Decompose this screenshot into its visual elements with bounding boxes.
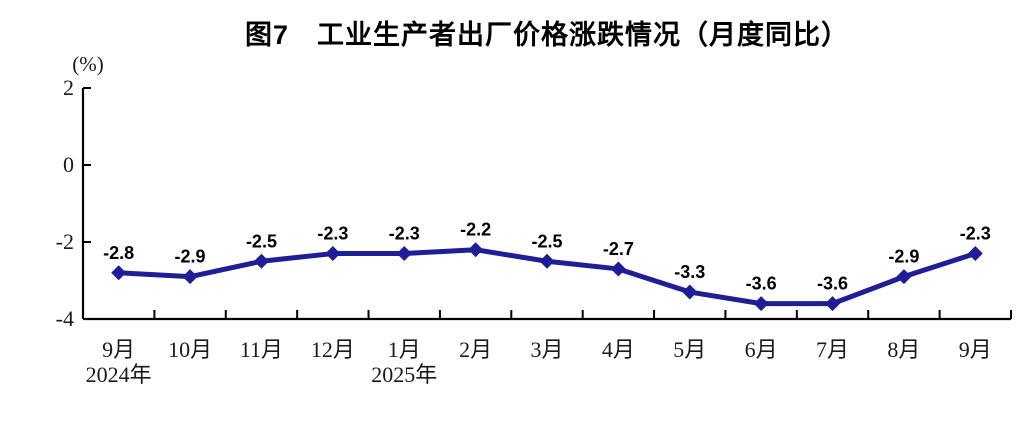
data-point-label: -2.3 xyxy=(389,224,420,244)
data-point-marker xyxy=(396,246,412,262)
data-point-marker xyxy=(825,296,841,312)
y-tick-label: -4 xyxy=(56,306,74,331)
data-point-label: -2.9 xyxy=(175,247,206,267)
data-point-label: -3.3 xyxy=(674,262,705,282)
data-point-marker xyxy=(753,296,769,312)
x-tick-label: 9月 xyxy=(102,337,135,362)
data-point-label: -2.8 xyxy=(103,243,134,263)
data-point-marker xyxy=(325,246,341,262)
x-tick-label: 1月 xyxy=(388,337,421,362)
y-tick-label: 2 xyxy=(63,75,74,100)
y-tick-label: -2 xyxy=(56,229,74,254)
data-point-marker xyxy=(896,269,912,285)
x-tick-label: 6月 xyxy=(745,337,778,362)
data-point-marker xyxy=(253,253,269,269)
x-tick-label: 11月 xyxy=(240,337,283,362)
data-point-marker xyxy=(182,269,198,285)
x-tick-label: 2月 xyxy=(459,337,492,362)
y-axis-unit-label: (%) xyxy=(72,52,104,76)
data-point-marker xyxy=(967,246,983,262)
data-point-label: -3.6 xyxy=(817,274,848,294)
x-axis-year-label: 2025年 xyxy=(371,362,437,387)
x-tick-label: 7月 xyxy=(816,337,849,362)
data-point-label: -2.3 xyxy=(960,224,991,244)
x-tick-label: 3月 xyxy=(530,337,563,362)
x-tick-label: 4月 xyxy=(602,337,635,362)
data-point-label: -2.2 xyxy=(460,220,491,240)
data-point-marker xyxy=(539,253,555,269)
data-point-marker xyxy=(111,265,127,281)
data-point-marker xyxy=(610,261,626,277)
data-point-label: -3.6 xyxy=(746,274,777,294)
x-tick-label: 5月 xyxy=(673,337,706,362)
x-tick-label: 9月 xyxy=(959,337,992,362)
x-tick-label: 8月 xyxy=(887,337,920,362)
chart-title: 图7 工业生产者出厂价格涨跌情况（月度同比） xyxy=(244,20,849,50)
data-point-label: -2.5 xyxy=(531,231,562,251)
data-point-marker xyxy=(468,242,484,258)
x-tick-label: 12月 xyxy=(311,337,355,362)
x-axis-year-label: 2024年 xyxy=(86,362,152,387)
data-point-label: -2.9 xyxy=(888,247,919,267)
data-point-label: -2.3 xyxy=(317,224,348,244)
data-point-label: -2.7 xyxy=(603,239,634,259)
data-point-marker xyxy=(682,284,698,300)
x-tick-label: 10月 xyxy=(168,337,212,362)
y-tick-label: 0 xyxy=(63,152,74,177)
data-point-label: -2.5 xyxy=(246,231,277,251)
